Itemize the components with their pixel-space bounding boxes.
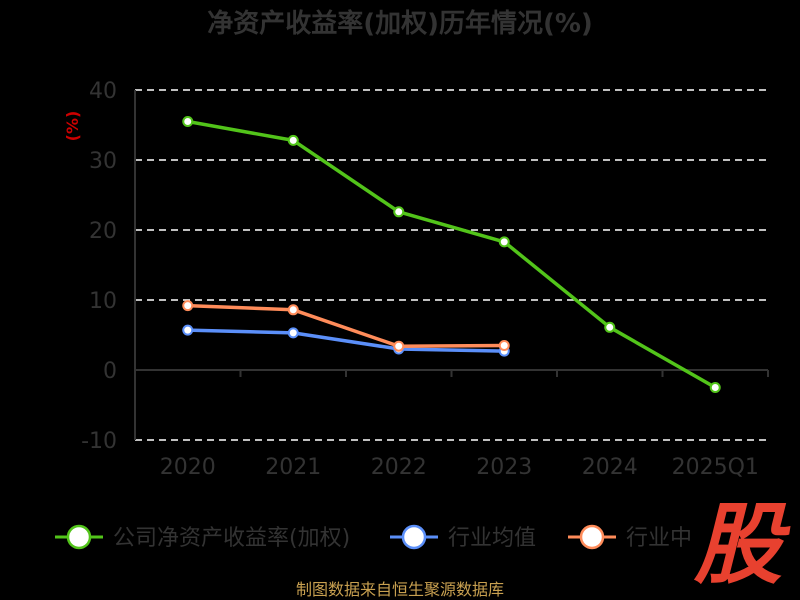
series-lines [182, 116, 721, 393]
legend-label: 行业中 [626, 526, 692, 551]
data-point [498, 340, 510, 351]
data-point [709, 382, 721, 393]
watermark-logo: 股 [693, 493, 791, 596]
source-note: 制图数据来自恒生聚源数据库 [296, 580, 504, 599]
data-point [182, 116, 194, 127]
data-point [393, 206, 405, 218]
x-tick-label: 2024 [582, 455, 638, 480]
y-tick-label: -10 [81, 429, 117, 454]
data-point [393, 340, 405, 352]
legend-marker [401, 524, 427, 550]
y-tick-label: 0 [103, 359, 117, 384]
legend-marker [66, 524, 92, 550]
series-line-0 [186, 119, 717, 390]
y-axis-ticks: 40 30 20 10 0 -10 [81, 79, 117, 454]
y-axis-label: (%) [63, 111, 82, 142]
data-point [287, 134, 299, 146]
legend-marker [579, 524, 605, 550]
grid-lines [134, 89, 768, 441]
legend-label: 公司净资产收益率(加权) [113, 526, 350, 551]
series-line-1 [186, 328, 506, 353]
legend-label: 行业均值 [448, 526, 536, 551]
data-point [182, 300, 194, 312]
x-tick-label: 2025Q1 [672, 455, 759, 480]
data-point [498, 236, 510, 248]
series-line-2 [186, 303, 506, 348]
data-point [287, 327, 299, 339]
x-tick-label: 2021 [265, 455, 321, 480]
x-tick-label: 2020 [160, 455, 216, 480]
chart-title: 净资产收益率(加权)历年情况(%) [207, 8, 593, 39]
data-point [287, 304, 299, 316]
watermark-glyph: 股 [693, 493, 791, 596]
data-point [604, 321, 616, 333]
y-tick-label: 10 [89, 289, 117, 314]
y-tick-label: 20 [89, 219, 117, 244]
x-tick-label: 2023 [476, 455, 532, 480]
data-point [182, 324, 194, 336]
legend: 公司净资产收益率(加权) 行业均值 行业中 [55, 524, 692, 551]
x-axis: 2020 2021 2022 2023 2024 2025Q1 [134, 370, 769, 480]
x-tick-label: 2022 [371, 455, 427, 480]
y-tick-label: 40 [89, 79, 117, 104]
y-tick-label: 30 [89, 149, 117, 174]
